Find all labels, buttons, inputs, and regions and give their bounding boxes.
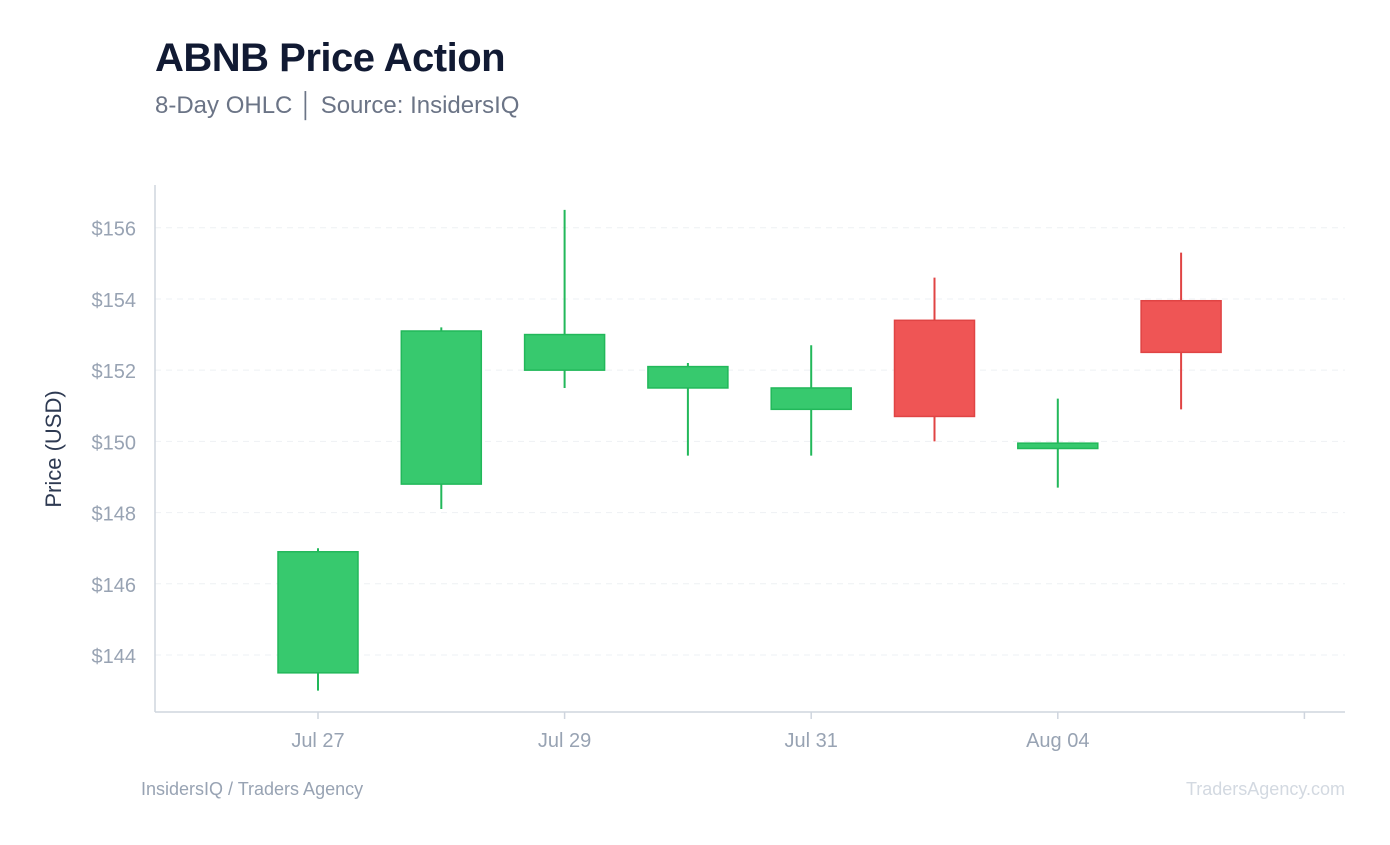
candle-body xyxy=(523,333,606,371)
x-tick-label: Jul 29 xyxy=(538,730,591,752)
y-tick-label: $146 xyxy=(92,575,137,597)
y-tick-label: $144 xyxy=(92,646,137,668)
axes xyxy=(154,185,1345,719)
x-tick-label: Jul 27 xyxy=(291,730,344,752)
candle-body xyxy=(647,365,729,389)
y-tick-label: $150 xyxy=(92,432,137,454)
y-axis-label: Price (USD) xyxy=(41,390,66,507)
x-tick-label: Jul 31 xyxy=(785,730,838,752)
candle-body xyxy=(893,319,976,418)
footer-source: InsidersIQ / Traders Agency xyxy=(141,779,364,799)
candle-body xyxy=(400,330,483,485)
y-tick-label: $156 xyxy=(92,219,137,241)
tick-labels: $144 $146 $148 $150 $152 $154 $156 Jul 27 Jul 29… xyxy=(92,219,1090,752)
candles xyxy=(277,209,1222,691)
y-tick-label: $148 xyxy=(92,504,137,526)
candle-body xyxy=(1140,299,1222,354)
candle-body xyxy=(277,551,359,674)
x-tick-label: Aug 04 xyxy=(1026,730,1089,752)
chart-title: ABNB Price Action xyxy=(155,36,506,80)
chart-subtitle: 8-Day OHLC │ Source: InsidersIQ xyxy=(155,92,520,119)
candle-body xyxy=(1017,442,1099,450)
y-tick-label: $152 xyxy=(92,361,137,383)
y-tick-label: $154 xyxy=(92,290,137,312)
candle-body xyxy=(770,387,852,411)
footer-watermark: TradersAgency.com xyxy=(1185,779,1345,799)
